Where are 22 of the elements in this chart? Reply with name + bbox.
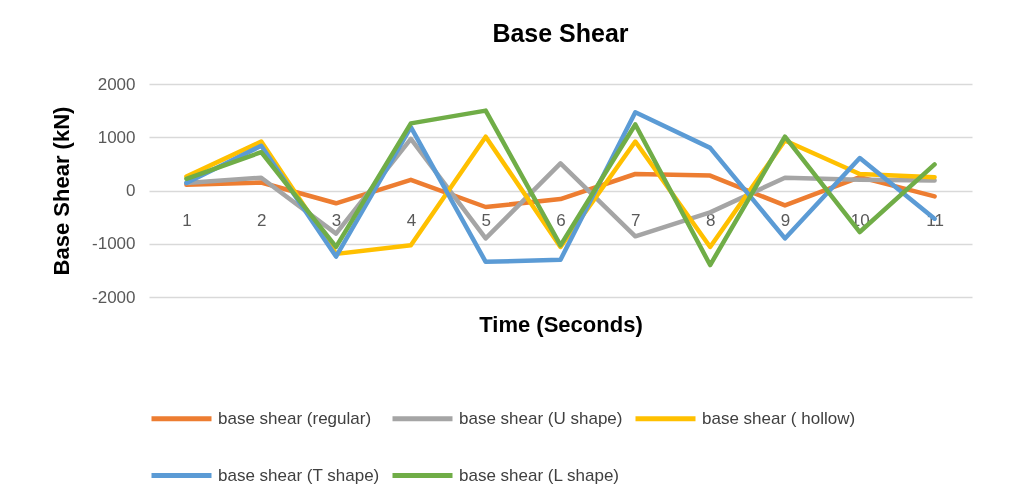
legend-label: base shear (T shape) (218, 465, 380, 485)
x-tick-label: 8 (705, 211, 716, 230)
x-tick-label: 1 (182, 211, 192, 230)
x-tick-label: 2 (256, 211, 267, 230)
x-tick-label: 6 (556, 211, 566, 230)
y-tick-label: 0 (126, 181, 136, 200)
legend-label: base shear (U shape) (459, 408, 623, 428)
chart-title: Base Shear (492, 19, 629, 47)
x-tick-label: 3 (331, 211, 342, 230)
legend-label: base shear (L shape) (459, 465, 620, 485)
x-tick-label: 5 (481, 211, 491, 230)
x-axis-title: Time (Seconds) (479, 312, 643, 337)
x-tick-label: 9 (780, 211, 791, 230)
legend-label: base shear (regular) (218, 408, 372, 428)
y-tick-label: 2000 (97, 74, 136, 94)
y-axis-title: Base Shear (kN) (49, 106, 75, 276)
x-tick-label: 4 (406, 211, 417, 230)
y-tick-label: 1000 (97, 127, 136, 147)
y-tick-label: -1000 (92, 234, 136, 254)
legend-label: base shear ( hollow) (702, 408, 856, 428)
x-tick-label: 7 (631, 211, 641, 230)
y-tick-label: -2000 (92, 287, 136, 307)
